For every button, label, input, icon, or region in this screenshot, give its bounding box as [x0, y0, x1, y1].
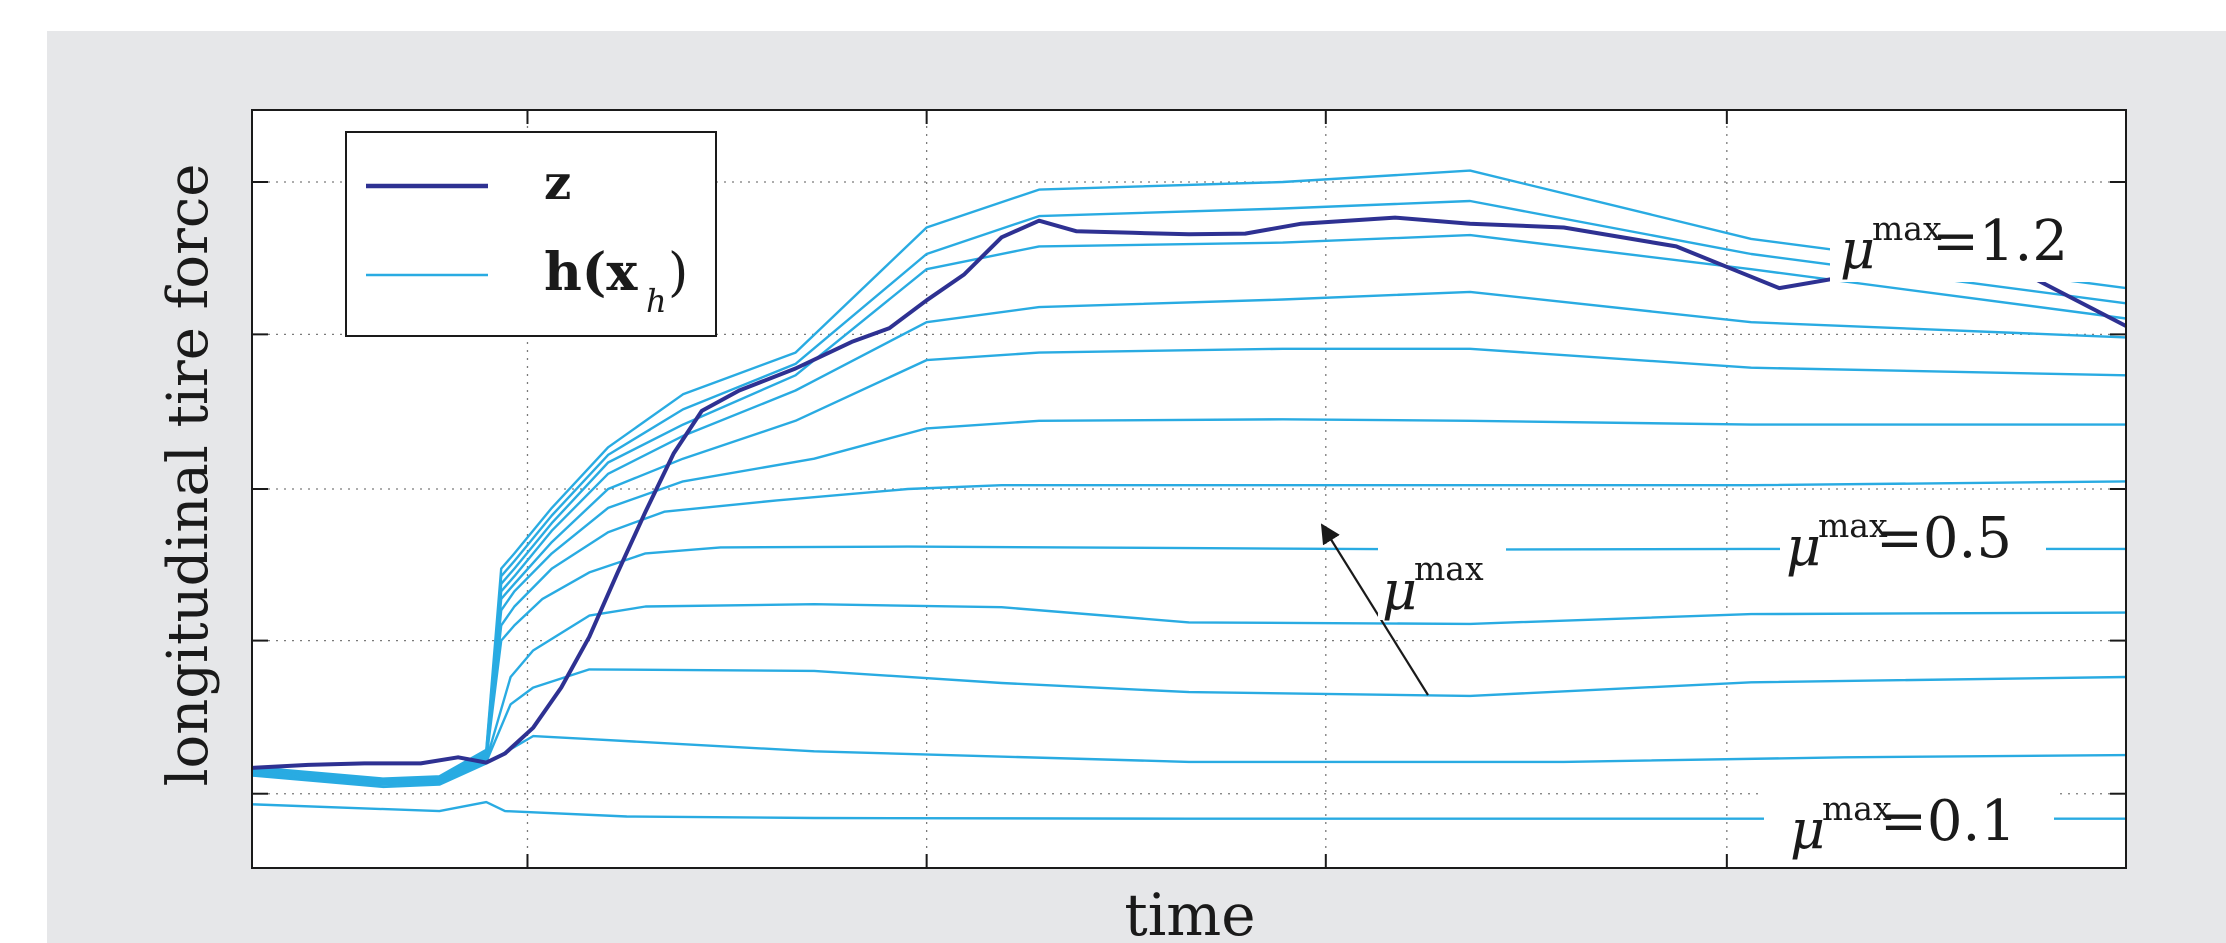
legend: z h(x h )	[345, 131, 717, 337]
annotation-mu-0-5: μ max =0.5	[1780, 500, 2046, 578]
arrow-mu-superscript: max	[1414, 549, 1484, 588]
annotation-mu-1-2: μ max =1.2	[1830, 200, 2098, 282]
legend-h-subscript: h	[646, 282, 667, 320]
mu-symbol: μ	[1786, 515, 1821, 578]
h-series-group	[251, 169, 2127, 820]
annotation-arrow: μ max	[1320, 523, 1506, 696]
mu-arrow	[1320, 523, 1429, 696]
mu-value-label: =0.5	[1876, 506, 2012, 571]
mu-superscript: max	[1872, 209, 1942, 248]
h-series-line	[251, 800, 2126, 820]
x-axis-label: time	[1124, 881, 1255, 943]
annotation-mu-0-1: μ max =0.1	[1764, 783, 2054, 863]
z-series-group	[251, 215, 2127, 770]
mu-superscript: max	[1818, 506, 1888, 545]
legend-h-close: )	[668, 243, 688, 303]
axis-ticks	[252, 110, 2126, 868]
legend-z-label: z	[544, 155, 571, 211]
h-series-line	[251, 734, 2127, 789]
legend-box	[345, 131, 717, 337]
legend-h-label: h(x	[544, 242, 638, 303]
y-axis-label: longitudinal tire force	[156, 164, 221, 787]
mu-symbol: μ	[1790, 798, 1825, 861]
mu-symbol: μ	[1840, 218, 1875, 281]
z-series-line	[251, 215, 2127, 770]
mu-value-label: =1.2	[1932, 209, 2068, 274]
mu-superscript: max	[1822, 789, 1892, 828]
arrow-mu-symbol: μ	[1382, 559, 1417, 622]
h-series-line	[251, 169, 2127, 780]
plot-frame	[251, 109, 2127, 869]
mu-value-label: =0.1	[1880, 789, 2016, 854]
